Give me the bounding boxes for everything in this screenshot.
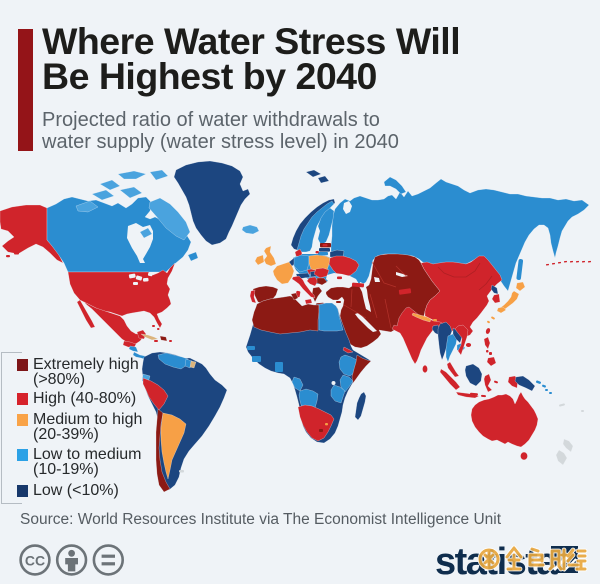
svg-text:CC: CC (25, 553, 45, 569)
